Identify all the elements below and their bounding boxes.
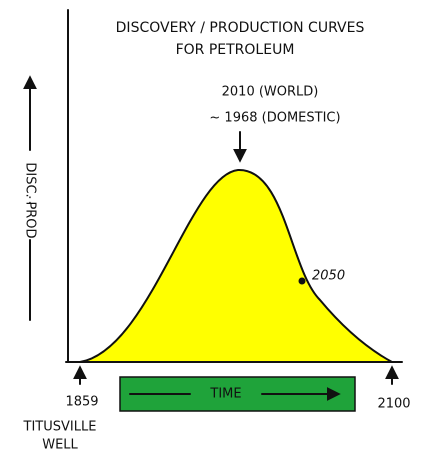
start-year: 1859 — [65, 395, 98, 410]
start-place-2: Well — [42, 438, 78, 453]
title-line-2: for Petroleum — [176, 42, 295, 58]
end-year: 2100 — [377, 397, 410, 412]
time-label: Time — [209, 387, 241, 402]
point-label: 2050 — [312, 269, 345, 284]
peak-line-1: 2010 (World) — [222, 85, 319, 100]
point-2050 — [298, 277, 306, 285]
y-label-top: Disc. — [23, 162, 38, 197]
peak-line-2: ~ 1968 (Domestic) — [209, 111, 340, 126]
y-label-bottom: Prod — [23, 201, 38, 238]
title-line-1: Discovery / Production Curves — [116, 20, 365, 36]
production-curve — [79, 168, 393, 363]
y-label-middle: : — [28, 193, 32, 208]
start-place-1: Titusville — [23, 420, 97, 435]
